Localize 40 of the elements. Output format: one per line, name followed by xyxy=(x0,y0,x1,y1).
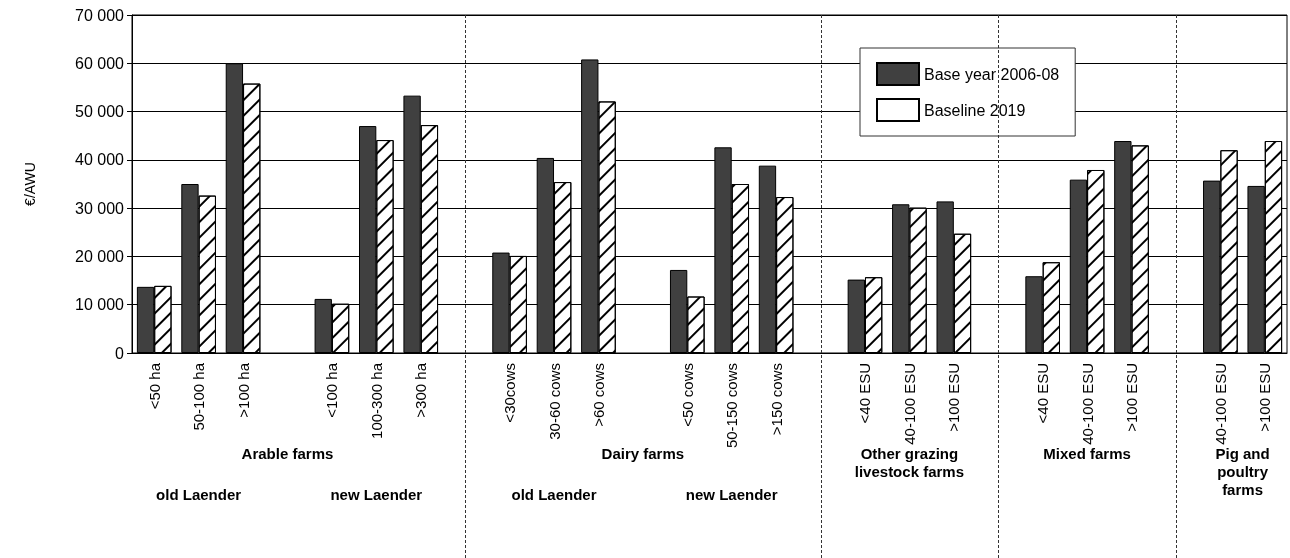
x-tick-label: 40-100 ESU xyxy=(1078,363,1096,445)
x-tick-label: >100 ESU xyxy=(945,363,963,432)
text: Dairy farms xyxy=(601,445,685,462)
x-tick-label: >150 cows xyxy=(767,363,785,436)
y-axis-title: €/AWU xyxy=(22,162,38,206)
y-tick-label: 60 000 xyxy=(75,54,125,72)
text: old Laender xyxy=(155,486,243,504)
y-tick-label: 50 000 xyxy=(75,103,125,121)
x-tick-label: >100 ESU xyxy=(1123,363,1141,432)
x-tick-label: 50-100 ha xyxy=(190,362,208,431)
x-tick-label: <40 ESU xyxy=(1034,363,1052,424)
x-tick-label: >100 ha xyxy=(234,362,252,418)
text: new Laender xyxy=(684,486,779,504)
y-tick-label: 0 xyxy=(115,344,125,362)
y-tick-label: 10 000 xyxy=(75,296,125,314)
text: Arable farms xyxy=(240,445,335,463)
text: new Laender xyxy=(329,486,424,504)
legend-label: Base year 2006-08 xyxy=(924,65,1060,83)
x-tick-label: >100 ESU xyxy=(1256,363,1274,432)
x-tick-label: 40-100 ESU xyxy=(900,363,918,445)
text: Mixed farms xyxy=(1042,445,1132,463)
x-tick-label: <100 ha xyxy=(323,362,341,418)
y-tick-label: 40 000 xyxy=(75,151,125,169)
x-tick-label: >60 cows xyxy=(589,363,607,427)
text: old Laender xyxy=(510,486,598,504)
x-tick-label: <40 ESU xyxy=(856,363,874,424)
x-tick-label: >300 ha xyxy=(412,362,430,418)
x-tick-label: 40-100 ESU xyxy=(1211,363,1229,445)
text: Other grazing livestock farms xyxy=(853,445,965,481)
y-tick-label: 70 000 xyxy=(75,6,125,24)
x-tick-label: <50 cows xyxy=(678,363,696,427)
y-tick-label: 30 000 xyxy=(75,199,125,217)
x-tick-label: 30-60 cows xyxy=(545,363,563,440)
x-tick-label: <30cows xyxy=(501,363,519,423)
x-tick-label: 100-300 ha xyxy=(367,362,385,439)
text: Pig and poultry farms xyxy=(1214,445,1271,499)
x-tick-label: <50 ha xyxy=(145,362,163,410)
y-tick-label: 20 000 xyxy=(75,247,125,265)
x-tick-label: 50-150 cows xyxy=(723,363,741,449)
legend-label: Baseline 2019 xyxy=(924,101,1026,119)
